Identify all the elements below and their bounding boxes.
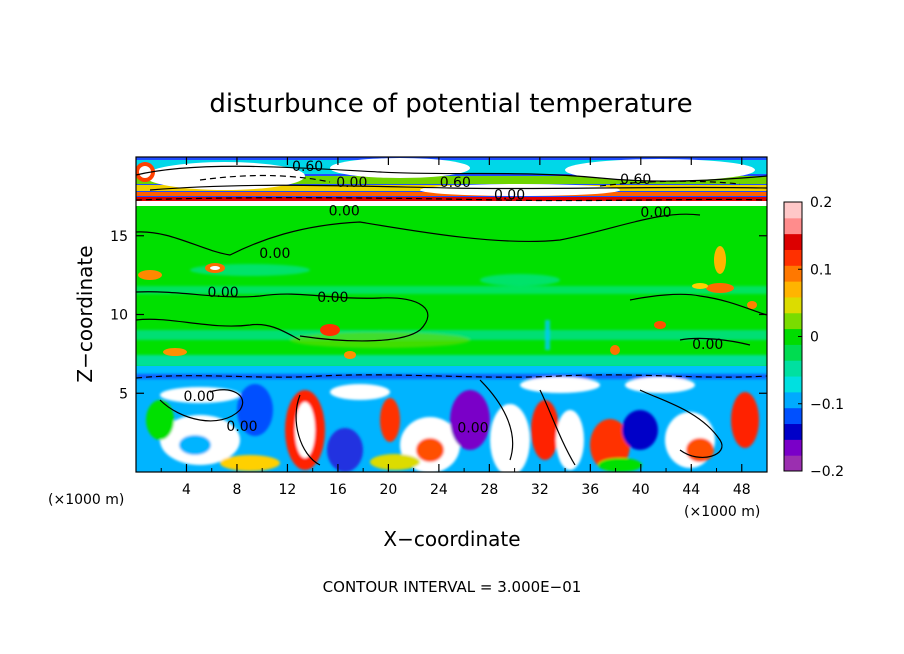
contour-label: 0.00: [259, 246, 290, 262]
contour-label: 0.60: [620, 172, 651, 188]
y-axis: 5 10 15: [110, 229, 767, 402]
colorbar-tick-label: 0.2: [810, 195, 832, 211]
colorbar-swatch: [784, 360, 802, 377]
x-unit-right: (×1000 m): [684, 504, 760, 520]
colorbar-swatch: [784, 423, 802, 440]
x-tick-label: 48: [733, 482, 751, 498]
x-tick-label: 4: [182, 482, 191, 498]
colorbar-swatch: [784, 217, 802, 235]
colorbar-swatch: [784, 202, 802, 219]
x-tick-label: 8: [232, 482, 241, 498]
colorbar-swatch: [784, 455, 802, 472]
colorbar-tick-label: −0.2: [810, 464, 844, 480]
colorbar-swatch: [784, 439, 802, 456]
contour-label: 0.60: [440, 175, 471, 191]
contour-label: 0.00: [692, 337, 723, 353]
colorbar-swatch: [784, 265, 802, 282]
colorbar-swatch: [784, 344, 802, 361]
contour-label-layer: 0.60 0.00 0.60 0.00 0.60 0.00 0.00 0.00 0.00 0.00…: [184, 159, 724, 436]
x-tick-label: 28: [480, 482, 498, 498]
y-axis-label: Z−coordinate: [73, 245, 97, 382]
colorbar-swatch: [784, 296, 802, 314]
contour-label: 0.00: [184, 389, 215, 405]
contour-label: 0.00: [317, 290, 348, 306]
x-tick-label: 16: [329, 482, 347, 498]
colorbar-swatch: [784, 328, 802, 345]
contour-label: 0.00: [226, 419, 257, 435]
x-tick-label: 32: [531, 482, 549, 498]
plot-area: [136, 157, 767, 472]
colorbar: 0.2 0.1 0 −0.1 −0.2: [783, 195, 844, 480]
x-tick-label: 20: [379, 482, 397, 498]
colorbar-swatch: [784, 249, 802, 266]
contour-label: 0.00: [494, 188, 525, 204]
x-axis: 4 8 12 16 20 24 28 32 36 40 44 48: [160, 157, 751, 498]
colorbar-swatch: [784, 233, 802, 250]
x-tick-label: 40: [632, 482, 650, 498]
colorbar-swatch: [784, 281, 802, 298]
colorbar-swatch: [784, 312, 802, 330]
contour-label: 0.00: [329, 203, 360, 219]
colorbar-swatch: [784, 407, 802, 425]
contour-label: 0.00: [640, 205, 671, 221]
contour-label: 0.00: [336, 175, 367, 191]
colorbar-tick-label: 0.1: [810, 262, 832, 278]
y-tick-label: 5: [119, 386, 128, 402]
x-tick-label: 44: [682, 482, 700, 498]
y-tick-label: 15: [110, 229, 128, 245]
contour-label: 0.00: [457, 421, 488, 437]
x-axis-label: X−coordinate: [383, 527, 520, 551]
x-tick-label: 12: [279, 482, 297, 498]
mid-layer-anomalies: [138, 246, 757, 359]
colorbar-swatch: [784, 376, 802, 393]
colorbar-tick-label: −0.1: [810, 397, 844, 413]
contour-label: 0.60: [292, 159, 323, 175]
chart-title: disturbunce of potential temperature: [209, 89, 692, 119]
x-unit-left: (×1000 m): [48, 492, 124, 508]
x-tick-label: 36: [581, 482, 599, 498]
contour-label: 0.00: [207, 285, 238, 301]
x-tick-label: 24: [430, 482, 448, 498]
contour-interval-footnote: CONTOUR INTERVAL = 3.000E−01: [323, 578, 582, 596]
colorbar-tick-label: 0: [810, 330, 819, 346]
contour-lines: [136, 165, 767, 466]
colorbar-swatch: [784, 391, 802, 409]
y-tick-label: 10: [110, 308, 128, 324]
